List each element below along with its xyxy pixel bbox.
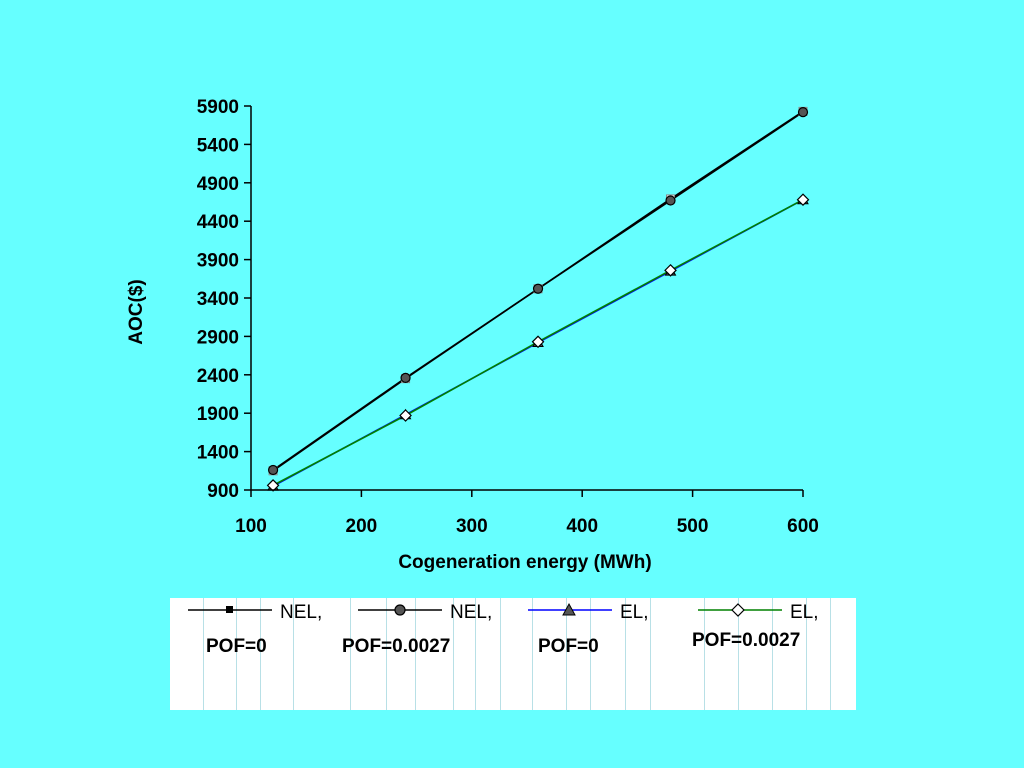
- legend-grid-line: [236, 598, 237, 710]
- legend-detail: POF=0.0027: [342, 636, 451, 657]
- data-point-1-0: [267, 464, 279, 476]
- legend-grid-line: [830, 598, 831, 710]
- legend-grid-line: [738, 598, 739, 710]
- legend-detail: POF=0: [206, 636, 267, 657]
- legend-grid-line: [590, 598, 591, 710]
- legend-swatch-circle: [358, 604, 442, 616]
- y-tick-label: 2900: [197, 327, 239, 348]
- legend-grid-line: [625, 598, 626, 710]
- legend-item-nel-pof00027: NEL, POF=0.0027: [340, 598, 510, 710]
- data-point-1-1: [400, 372, 411, 383]
- legend-grid-line: [806, 598, 807, 710]
- legend-label: NEL,: [450, 602, 493, 623]
- legend-swatch-triangle: [528, 602, 612, 616]
- line-chart: 900 1400 1900 2400 2900 3400 3900 4400 4900 5400 5…: [126, 97, 819, 573]
- y-tick-label: 3400: [197, 289, 239, 310]
- legend-grid-line: [415, 598, 416, 710]
- y-tick-label: 1400: [197, 443, 239, 464]
- y-tick-label: 4900: [197, 174, 239, 195]
- legend-item-el-pof00027: EL, POF=0.0027: [680, 598, 856, 710]
- legend-grid-line: [203, 598, 204, 710]
- data-point-3-4: [796, 193, 810, 207]
- legend-detail: POF=0.0027: [692, 630, 801, 651]
- legend-item-nel-pof0: NEL, POF=0: [170, 598, 340, 710]
- legend-grid-line: [260, 598, 261, 710]
- legend-grid-line: [532, 598, 533, 710]
- y-tick-label: 2400: [197, 366, 239, 387]
- data-point-3-2: [531, 335, 545, 349]
- series-layer: [266, 106, 810, 492]
- x-axis-title: Cogeneration energy (MWh): [398, 552, 651, 573]
- x-tick-label: 400: [566, 516, 598, 537]
- legend-swatch-square: [188, 606, 272, 613]
- legend-grid-line: [772, 598, 773, 710]
- axes-layer: 900 1400 1900 2400 2900 3400 3900 4400 4900 5400 5…: [197, 97, 819, 537]
- x-tick-label: 200: [346, 516, 378, 537]
- legend-item-el-pof0: EL, POF=0: [510, 598, 680, 710]
- legend-grid-line: [293, 598, 294, 710]
- x-tick-label: 300: [456, 516, 488, 537]
- y-tick-label: 4400: [197, 212, 239, 233]
- data-point-3-0: [266, 479, 280, 492]
- legend-grid-line: [650, 598, 651, 710]
- data-point-3-1: [399, 409, 412, 422]
- legend: NEL, POF=0 NEL, POF=0.0027 EL, POF=0 EL,…: [170, 598, 856, 710]
- legend-grid-line: [453, 598, 454, 710]
- legend-grid-line: [500, 598, 501, 710]
- y-tick-label: 5400: [197, 135, 239, 156]
- legend-grid-line: [350, 598, 351, 710]
- y-axis-title: AOC($): [126, 279, 147, 344]
- legend-label: EL,: [620, 602, 649, 623]
- legend-grid-line: [386, 598, 387, 710]
- data-point-1-2: [532, 283, 544, 294]
- y-tick-label: 1900: [197, 404, 239, 425]
- y-tick-label: 5900: [197, 97, 239, 118]
- x-tick-label: 500: [677, 516, 709, 537]
- data-point-3-3: [664, 264, 677, 277]
- data-point-1-3: [665, 195, 676, 206]
- legend-detail: POF=0: [538, 636, 599, 657]
- y-tick-label: 3900: [197, 251, 239, 272]
- legend-swatch-diamond: [698, 603, 782, 617]
- legend-grid-line: [475, 598, 476, 710]
- legend-grid-line: [566, 598, 567, 710]
- x-tick-label: 100: [235, 516, 267, 537]
- legend-label: EL,: [790, 602, 819, 623]
- data-point-1-4: [797, 107, 809, 118]
- legend-label: NEL,: [280, 602, 323, 623]
- legend-grid-line: [704, 598, 705, 710]
- y-tick-label: 900: [207, 481, 239, 502]
- x-tick-label: 600: [787, 516, 819, 537]
